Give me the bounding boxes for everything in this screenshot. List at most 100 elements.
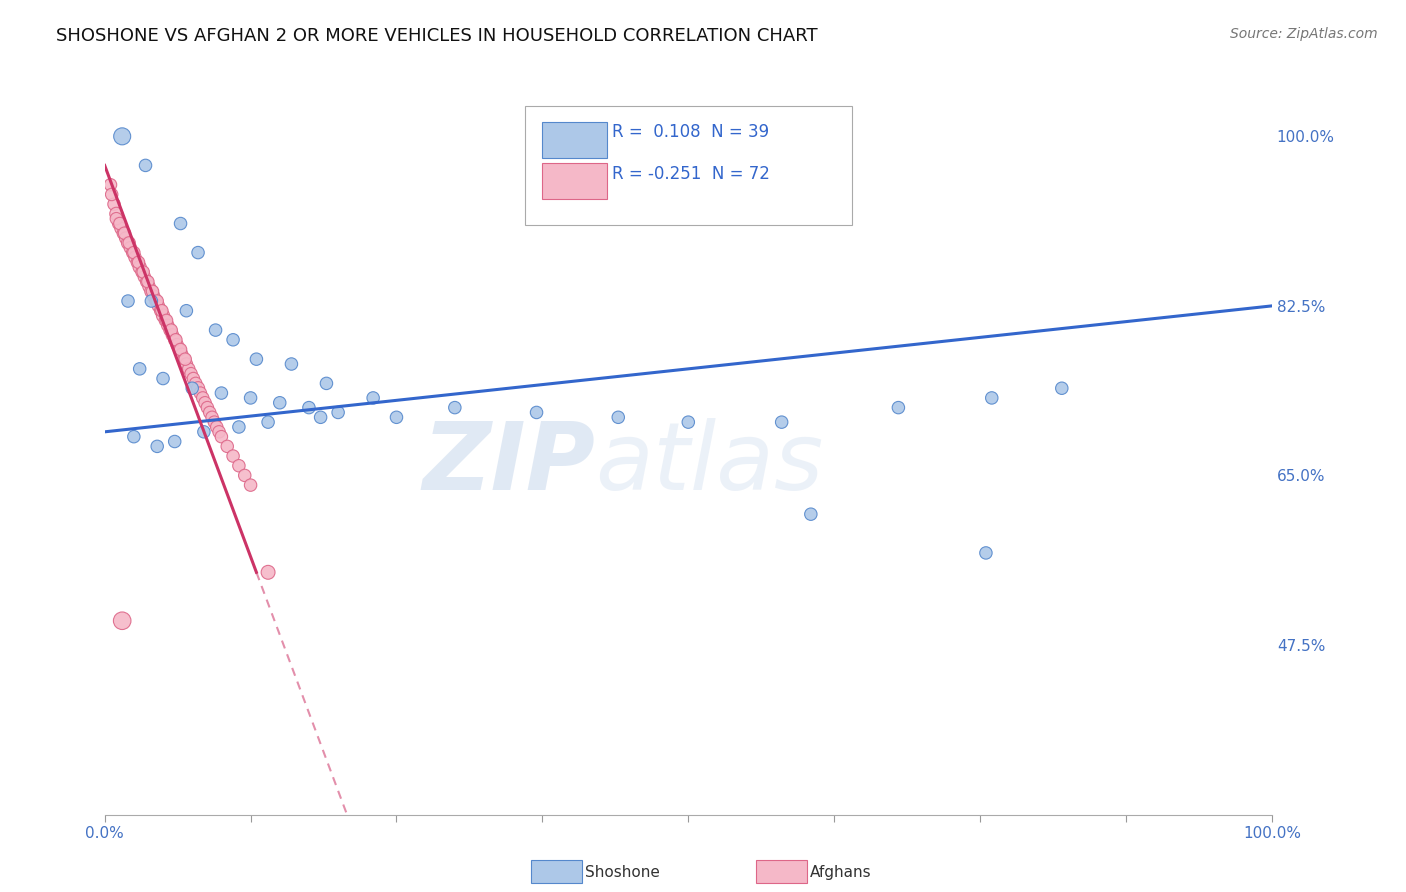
Point — [169, 217, 191, 231]
Point — [174, 352, 197, 367]
Point — [173, 352, 195, 367]
Point — [111, 614, 134, 628]
Point — [160, 323, 183, 337]
Point — [169, 343, 191, 357]
Point — [141, 293, 163, 308]
Point — [183, 371, 205, 385]
Text: Afghans: Afghans — [810, 865, 872, 880]
Point — [136, 275, 159, 289]
Point — [974, 546, 997, 560]
Point — [315, 376, 337, 391]
Point — [191, 391, 214, 405]
Point — [105, 211, 128, 226]
Point — [148, 299, 170, 313]
Point — [269, 396, 291, 410]
Point — [149, 303, 172, 318]
Point — [117, 293, 139, 308]
Point — [205, 420, 228, 434]
Point — [193, 425, 215, 439]
Point — [170, 347, 193, 361]
Point — [121, 245, 143, 260]
Point — [118, 235, 141, 250]
Point — [100, 178, 122, 192]
Point — [146, 293, 169, 308]
FancyBboxPatch shape — [543, 163, 606, 199]
Point — [678, 415, 700, 429]
Point — [135, 275, 157, 289]
Point — [184, 376, 207, 391]
FancyBboxPatch shape — [524, 106, 852, 225]
Point — [245, 352, 267, 367]
Point — [209, 430, 232, 444]
Point — [607, 410, 630, 425]
Point — [326, 405, 349, 419]
Point — [108, 217, 131, 231]
Point — [122, 430, 145, 444]
Point — [187, 245, 209, 260]
Point — [385, 410, 408, 425]
Point — [233, 468, 256, 483]
Point — [177, 362, 200, 376]
Point — [100, 187, 122, 202]
Point — [156, 318, 179, 333]
Point — [1050, 381, 1073, 395]
Point — [887, 401, 910, 415]
Point — [208, 425, 231, 439]
Point — [309, 410, 332, 425]
Point — [155, 313, 177, 327]
Point — [132, 265, 155, 279]
Point — [444, 401, 467, 415]
Point — [169, 343, 191, 357]
Point — [228, 458, 250, 473]
Point — [197, 401, 219, 415]
Point — [128, 362, 150, 376]
Point — [190, 386, 212, 401]
Point — [181, 381, 204, 395]
Point — [202, 415, 225, 429]
Point — [361, 391, 384, 405]
Point — [222, 333, 245, 347]
Point — [114, 226, 136, 240]
Text: SHOSHONE VS AFGHAN 2 OR MORE VEHICLES IN HOUSEHOLD CORRELATION CHART: SHOSHONE VS AFGHAN 2 OR MORE VEHICLES IN… — [56, 27, 818, 45]
Point — [117, 235, 139, 250]
Point — [257, 566, 280, 580]
Point — [198, 405, 221, 419]
Point — [110, 221, 132, 235]
Point — [239, 478, 262, 492]
Point — [166, 337, 188, 351]
Point — [163, 333, 186, 347]
Point — [134, 269, 156, 284]
Point — [176, 357, 198, 371]
Point — [124, 251, 146, 265]
Point — [180, 367, 202, 381]
Point — [163, 434, 186, 449]
Point — [146, 439, 169, 453]
Point — [800, 507, 823, 521]
Point — [187, 381, 209, 395]
Point — [131, 265, 153, 279]
Text: Source: ZipAtlas.com: Source: ZipAtlas.com — [1230, 27, 1378, 41]
Point — [217, 439, 239, 453]
Point — [222, 449, 245, 463]
Point — [141, 285, 163, 299]
Point — [980, 391, 1002, 405]
Point — [239, 391, 262, 405]
Text: ZIP: ZIP — [422, 417, 595, 510]
Point — [141, 285, 163, 299]
Text: R = -0.251  N = 72: R = -0.251 N = 72 — [613, 165, 770, 184]
FancyBboxPatch shape — [543, 122, 606, 158]
Point — [159, 323, 181, 337]
Point — [257, 415, 280, 429]
Point — [142, 289, 165, 303]
Point — [770, 415, 793, 429]
Point — [138, 279, 160, 293]
Point — [150, 303, 173, 318]
Point — [155, 313, 177, 327]
Point — [127, 255, 149, 269]
Point — [204, 323, 226, 337]
Point — [112, 226, 135, 240]
Point — [145, 293, 167, 308]
Point — [152, 309, 174, 323]
Text: atlas: atlas — [595, 418, 823, 509]
Point — [128, 255, 150, 269]
